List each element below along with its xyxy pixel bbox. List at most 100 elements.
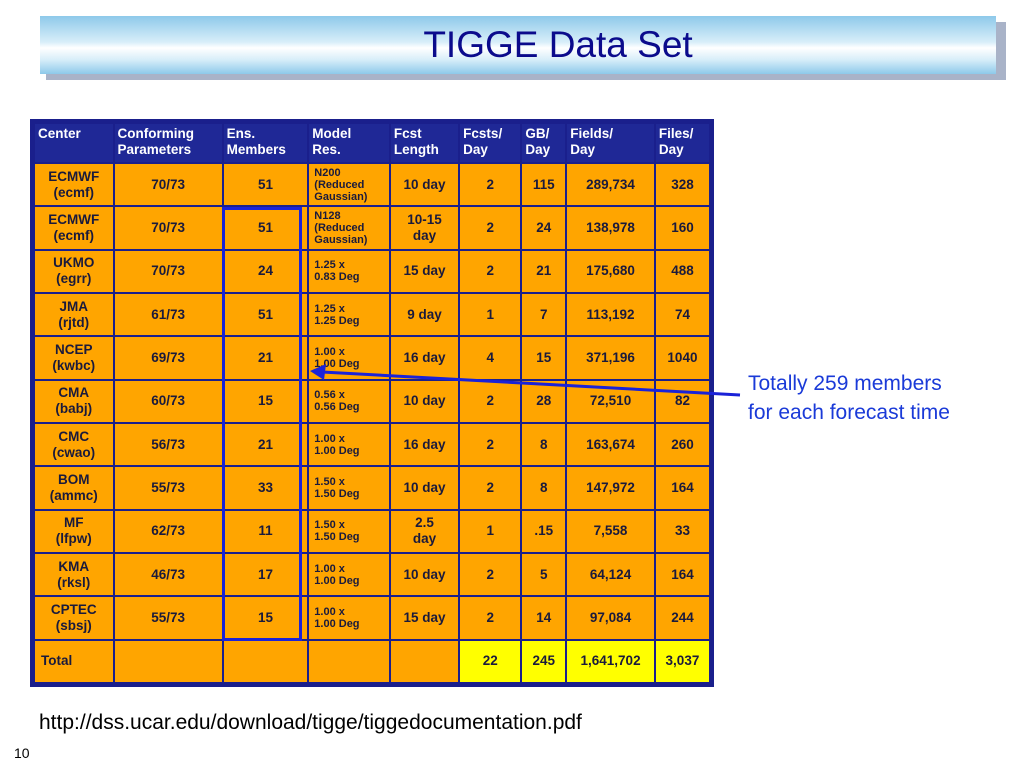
cell-files-day: 164 [655,553,709,596]
cell-gb-day: 7 [522,293,566,336]
cell-fcst-length: 15 day [390,597,459,639]
cell-files-day: 164 [655,467,709,509]
cell-model-res: N200 (Reduced Gaussian) [309,164,389,206]
cell-files-day: 244 [655,597,709,639]
cell-model-res: 1.00 x 1.00 Deg [309,337,389,379]
data-table-frame: Center Conforming Parameters Ens. Members … [30,119,714,687]
cell-center: ECMWF (ecmf) [35,164,113,206]
cell-fields-day: 175,680 [567,250,654,292]
table-row: UKMO (egrr) 70/73 24 1.25 x 0.83 Deg 15 day 2 21… [35,250,709,292]
cell-fcsts-day: 1 [460,293,521,336]
table-row: ECMWF (ecmf) 70/73 51 N128 (Reduced Gaussian) 1… [35,207,709,249]
cell-fcsts-day: 2 [460,164,521,206]
cell-fcsts-day: 2 [460,467,521,509]
cell-ens-members: 51 [223,207,308,249]
cell-ens-members: 21 [223,337,308,379]
cell-fcsts-day: 2 [460,423,521,466]
header-gb-day: GB/Day [522,124,566,162]
cell-center: KMA (rksl) [35,553,113,596]
cell-fields-day: 113,192 [567,293,654,336]
cell-conforming-parameters: 62/73 [114,510,222,552]
cell-fcst-length: 9 day [390,293,459,336]
cell-model-res: 1.25 x 1.25 Deg [309,293,389,336]
header-ens-members: Ens. Members [223,124,308,162]
cell-files-day: 160 [655,207,709,249]
cell-ens-members: 33 [223,467,308,509]
header-fcst-length: Fcst Length [390,124,459,162]
cell-fcsts-day: 2 [460,597,521,639]
cell-conforming-parameters: 55/73 [114,467,222,509]
cell-conforming-parameters: 70/73 [114,164,222,206]
cell-files-day: 1040 [655,337,709,379]
cell-conforming-parameters: 60/73 [114,380,222,422]
cell-center: NCEP (kwbc) [35,337,113,379]
cell-files-day: 33 [655,510,709,552]
header-fcsts-day: Fcsts/Day [460,124,521,162]
cell-conforming-parameters: 69/73 [114,337,222,379]
cell-gb-day: 8 [522,467,566,509]
table-row: MF (lfpw) 62/73 11 1.50 x 1.50 Deg 2.5 day 1.15 7… [35,510,709,552]
table-row: BOM (ammc) 55/73 33 1.50 x 1.50 Deg 10 day 2 8 14… [35,467,709,509]
cell-model-res: 1.00 x 1.00 Deg [309,553,389,596]
annotation-line-1: Totally 259 members [748,372,942,395]
cell-fcst-length: 2.5 day [390,510,459,552]
cell-conforming-parameters: 46/73 [114,553,222,596]
cell-center: BOM (ammc) [35,467,113,509]
cell-conforming-parameters: 70/73 [114,207,222,249]
cell-fields-day: 64,124 [567,553,654,596]
cell-files-day: 74 [655,293,709,336]
header-model-res: Model Res. [309,124,389,162]
cell-files-day: 82 [655,380,709,422]
cell-fcst-length: 10 day [390,164,459,206]
table-row: KMA (rksl) 46/73 17 1.00 x 1.00 Deg 10 day 2 5 64… [35,553,709,596]
source-url[interactable]: http://dss.ucar.edu/download/tigge/tigge… [39,711,582,734]
tigge-data-table: Center Conforming Parameters Ens. Members … [33,122,711,684]
cell-gb-day: 15 [522,337,566,379]
header-conforming-parameters: Conforming Parameters [114,124,222,162]
cell-fcst-length: 15 day [390,250,459,292]
table-body: ECMWF (ecmf) 70/73 51 N200 (Reduced Gaussian) 1… [35,164,709,682]
cell-empty [114,640,222,682]
header-files-day: Files/Day [655,124,709,162]
cell-empty [309,640,389,682]
cell-center: CMA (babj) [35,380,113,422]
cell-fcst-length: 10 day [390,553,459,596]
table-row: JMA (rjtd) 61/73 51 1.25 x 1.25 Deg 9 day 1 7 113… [35,293,709,336]
cell-gb-day: 14 [522,597,566,639]
cell-ens-members: 11 [223,510,308,552]
table-row: CMC (cwao) 56/73 21 1.00 x 1.00 Deg 16 day 2 8 16… [35,423,709,466]
cell-fcsts-day: 2 [460,553,521,596]
cell-gb-day: .15 [522,510,566,552]
cell-gb-day: 115 [522,164,566,206]
cell-fcsts-day: 4 [460,337,521,379]
table-row: CPTEC (sbsj) 55/73 15 1.00 x 1.00 Deg 15 day 2 1… [35,597,709,639]
cell-files-day: 488 [655,250,709,292]
cell-fields-day: 7,558 [567,510,654,552]
cell-fields-day: 72,510 [567,380,654,422]
table-row: CMA (babj) 60/73 15 0.56 x 0.56 Deg 10 day 2 28 7… [35,380,709,422]
cell-fcsts-day: 2 [460,207,521,249]
cell-gb-day: 5 [522,553,566,596]
cell-empty [390,640,459,682]
slide-title: TIGGE Data Set [423,24,693,65]
cell-fcst-length: 16 day [390,337,459,379]
cell-ens-members: 21 [223,423,308,466]
cell-total-gb: 245 [522,640,566,682]
cell-ens-members: 51 [223,293,308,336]
cell-center: MF (lfpw) [35,510,113,552]
cell-fcst-length: 10-15 day [390,207,459,249]
cell-fields-day: 97,084 [567,597,654,639]
cell-fcst-length: 10 day [390,467,459,509]
cell-total-fields: 1,641,702 [567,640,654,682]
page-number: 10 [14,745,30,761]
cell-fields-day: 163,674 [567,423,654,466]
cell-gb-day: 28 [522,380,566,422]
cell-ens-members: 24 [223,250,308,292]
header-fields-day: Fields/Day [567,124,654,162]
cell-files-day: 328 [655,164,709,206]
cell-conforming-parameters: 70/73 [114,250,222,292]
cell-conforming-parameters: 56/73 [114,423,222,466]
title-bar: TIGGE Data Set [40,16,996,74]
cell-fields-day: 138,978 [567,207,654,249]
cell-center: UKMO (egrr) [35,250,113,292]
